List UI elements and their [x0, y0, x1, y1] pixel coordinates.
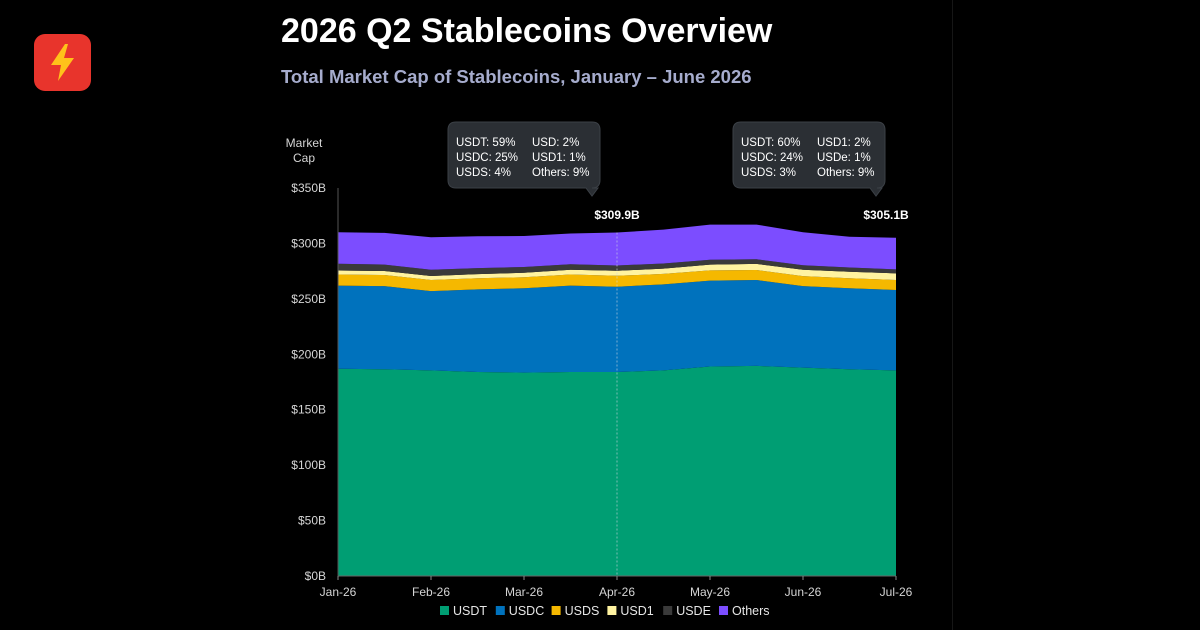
- x-tick-label: Jul-26: [880, 585, 913, 599]
- y-tick-label: $350B: [291, 181, 326, 195]
- x-tick-label: Jun-26: [785, 585, 822, 599]
- x-tick-label: Mar-26: [505, 585, 543, 599]
- legend-swatch: [495, 606, 505, 615]
- tooltip-2: USDT: 60% USD1: 2% USDC: 24% USDe: 1% USDS: …: [732, 121, 886, 197]
- x-tick-label: Jan-26: [320, 585, 357, 599]
- divider-line: [952, 0, 953, 630]
- brand-logo: [34, 34, 91, 91]
- y-tick-label: $150B: [291, 403, 326, 417]
- legend-label: USDS: [565, 604, 600, 618]
- area-others: [338, 224, 896, 270]
- legend-label: USD1: [620, 604, 653, 618]
- tooltip-entry: USDC: 24%: [741, 152, 803, 164]
- tooltip-entry: Others: 9%: [817, 167, 875, 179]
- x-axis: Jan-26 Feb-26 Mar-26 Apr-26 May-26 Jun-26 Jul-…: [320, 575, 913, 599]
- legend-swatch: [607, 606, 617, 615]
- page-subtitle: Total Market Cap of Stablecoins, January…: [281, 66, 752, 87]
- legend-swatch: [440, 606, 449, 615]
- tooltip-box: [447, 121, 601, 197]
- tooltip-entry: USD1: 2%: [817, 137, 871, 149]
- tooltip-entry: USDS: 4%: [456, 167, 511, 179]
- tooltip-entry: USDT: 59%: [456, 137, 515, 149]
- tooltip-box: [732, 121, 886, 197]
- tooltip-entry: USD: 2%: [532, 137, 579, 149]
- area-usdt: [338, 365, 896, 576]
- tooltip-entry: USDS: 3%: [741, 167, 796, 179]
- x-tick-label: Feb-26: [412, 585, 450, 599]
- y-axis: $0B $50B $100B $150B $200B $250B $300B $350B Mar…: [286, 136, 339, 583]
- legend-swatch: [551, 606, 561, 615]
- tooltip-group: USDT: 59% USD: 2% USDC: 25% USD1: 1% USDS: 4…: [447, 121, 886, 197]
- marker-total-label: $309.9B: [594, 208, 640, 222]
- x-tick-label: Apr-26: [599, 585, 635, 599]
- y-tick-label: $0B: [305, 569, 326, 583]
- y-tick-label: $250B: [291, 292, 326, 306]
- y-axis-title: Market: [286, 136, 323, 150]
- legend-swatch: [663, 606, 673, 615]
- tooltip-entry: USDT: 60%: [741, 137, 800, 149]
- tooltip-1: USDT: 59% USD: 2% USDC: 25% USD1: 1% USDS: 4…: [447, 121, 601, 197]
- y-tick-label: $300B: [291, 236, 326, 250]
- area-usde: [338, 259, 896, 276]
- legend-swatch: [719, 606, 728, 615]
- tooltip-entry: USDC: 25%: [456, 152, 518, 164]
- end-total-label: $305.1B: [863, 208, 909, 222]
- page-title: 2026 Q2 Stablecoins Overview: [281, 12, 773, 50]
- tooltip-entry: Others: 9%: [532, 167, 590, 179]
- tooltip-entry: USD1: 1%: [532, 152, 586, 164]
- y-tick-label: $200B: [291, 347, 326, 361]
- x-tick-label: May-26: [690, 585, 730, 599]
- y-tick-label: $50B: [298, 514, 326, 528]
- lightning-bolt-icon: [34, 34, 91, 91]
- y-tick-label: $100B: [291, 458, 326, 472]
- marker-group: $309.9B $305.1B: [594, 208, 909, 576]
- tooltip-entry: USDe: 1%: [817, 152, 871, 164]
- legend-label: USDT: [453, 604, 487, 618]
- legend-label: USDE: [676, 604, 711, 618]
- area-usd1: [338, 263, 896, 280]
- y-axis-title: Cap: [293, 151, 315, 165]
- legend-label: Others: [732, 604, 770, 618]
- legend-label: USDC: [509, 604, 544, 618]
- legend: USDT USDC USDS USD1 USDE Others: [440, 604, 770, 618]
